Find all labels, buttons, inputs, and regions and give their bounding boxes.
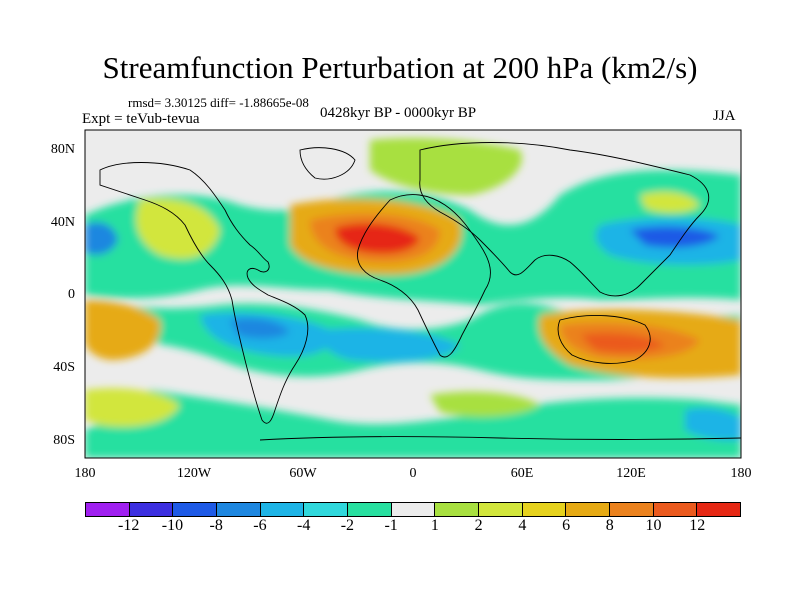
lat-label-80n: 80N [50, 142, 75, 157]
colorbar-label: 12 [689, 517, 706, 534]
colorbar-label: 6 [562, 517, 571, 534]
lon-label-60w: 60W [289, 466, 317, 481]
lat-label-40s: 40S [53, 360, 75, 375]
colorbar-box [653, 503, 698, 516]
colorbar-label: -12 [118, 517, 140, 534]
colorbar-box [217, 503, 261, 516]
rmsd-diff-line: rmsd= 3.30125 diff= -1.88665e-08 [128, 95, 309, 110]
colorbar-box [522, 503, 567, 516]
field-layer [85, 130, 741, 458]
colorbar-label: -6 [253, 517, 267, 534]
colorbar-label: -4 [296, 517, 311, 534]
colorbar-box [391, 503, 436, 516]
colorbar-label: 10 [645, 517, 662, 534]
colorbar-box [566, 503, 611, 516]
colorbar-label: -1 [384, 517, 398, 534]
lon-label-120w: 120W [176, 466, 212, 481]
colorbar-label: 4 [518, 517, 527, 534]
colorbar-label: 1 [430, 517, 439, 534]
colorbar-box [129, 503, 174, 516]
colorbar-box [697, 503, 741, 516]
colorbar-label: -10 [161, 517, 184, 534]
chart-title: Streamfunction Perturbation at 200 hPa (… [102, 50, 698, 85]
colorbar-box [86, 503, 130, 516]
colorbar-box [348, 503, 392, 516]
lat-label-40n: 40N [50, 215, 75, 230]
lon-label-120e: 120E [616, 466, 646, 481]
colorbar-box [479, 503, 523, 516]
colorbar-label: 2 [474, 517, 483, 534]
colorbar-label: 8 [605, 517, 614, 534]
colorbar-label: -2 [340, 517, 355, 534]
colorbar [85, 502, 741, 517]
colorbar-box [435, 503, 480, 516]
colorbar-box [610, 503, 654, 516]
colorbar-label: -8 [209, 517, 223, 534]
map-frame [84, 129, 742, 459]
experiment-label: Expt = teVub-tevua [82, 111, 200, 127]
lon-label-180w: 180 [74, 466, 96, 481]
season-label: JJA [713, 108, 736, 124]
lat-label-0: 0 [68, 287, 75, 302]
lon-label-60e: 60E [510, 466, 534, 481]
period-label: 0428kyr BP - 0000kyr BP [320, 105, 477, 121]
lat-label-80s: 80S [53, 433, 75, 448]
lon-label-180e: 180 [730, 466, 752, 481]
colorbar-box [304, 503, 349, 516]
colorbar-box [260, 503, 305, 516]
lon-label-0: 0 [409, 466, 417, 481]
coastlines [99, 142, 741, 441]
colorbar-box [173, 503, 218, 516]
